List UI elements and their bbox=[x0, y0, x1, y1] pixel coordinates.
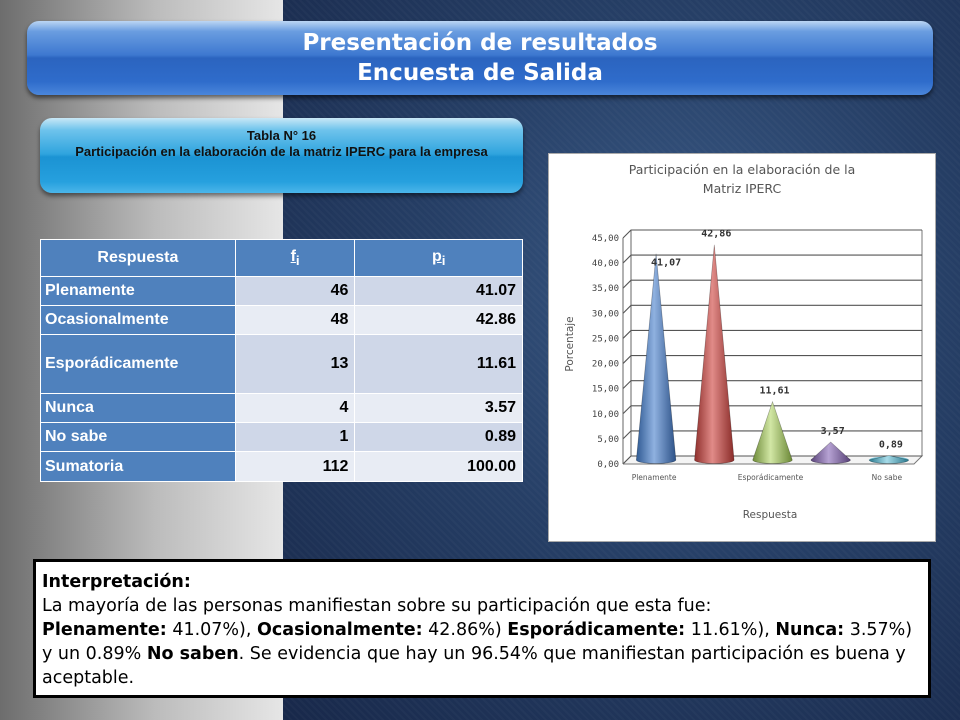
gridline bbox=[622, 405, 922, 415]
row-frequency: 1 bbox=[234, 422, 356, 452]
y-tick-label: 30,00 bbox=[592, 309, 619, 319]
row-label: Sumatoria bbox=[40, 451, 236, 482]
y-tick-label: 35,00 bbox=[592, 284, 619, 294]
term-esporadicamente: Esporádicamente: bbox=[507, 620, 686, 640]
gridline bbox=[622, 430, 922, 440]
cone-bar bbox=[694, 244, 735, 464]
title-banner: Presentación de resultados Encuesta de S… bbox=[27, 21, 933, 95]
gridline bbox=[622, 355, 922, 364]
x-tick-label: Esporádicamente bbox=[738, 473, 804, 482]
row-label: Plenamente bbox=[40, 276, 236, 306]
header-percentage: pi bbox=[354, 239, 523, 277]
cone-bar bbox=[810, 441, 851, 464]
table-row: Nunca 4 3.57 bbox=[40, 393, 523, 423]
row-frequency: 112 bbox=[234, 451, 356, 482]
page-subtitle: Encuesta de Salida bbox=[357, 60, 603, 86]
cone-body bbox=[810, 441, 851, 464]
interpretation-heading: Interpretación: bbox=[42, 572, 191, 592]
y-tick-label: 45,00 bbox=[592, 234, 619, 244]
value-esporadicamente: 11.61%), bbox=[685, 620, 776, 640]
header-f-label: f bbox=[290, 247, 296, 265]
row-frequency: 48 bbox=[234, 305, 356, 335]
y-tick-label: 20,00 bbox=[592, 360, 619, 370]
cone-body bbox=[752, 400, 793, 464]
header-respuesta: Respuesta bbox=[40, 239, 236, 277]
row-percentage: 0.89 bbox=[354, 422, 523, 452]
chart-panel: Participación en la elaboración de la Ma… bbox=[548, 153, 936, 542]
y-tick-label: 40,00 bbox=[592, 259, 619, 269]
table-row: Esporádicamente 13 11.61 bbox=[40, 334, 523, 394]
y-tick-label: 25,00 bbox=[592, 334, 619, 344]
interpretation-text-intro: La mayoría de las personas manifiestan s… bbox=[42, 596, 712, 616]
data-label: 41,07 bbox=[651, 258, 681, 269]
row-percentage: 3.57 bbox=[354, 393, 523, 423]
row-percentage: 100.00 bbox=[354, 451, 523, 482]
row-percentage: 42.86 bbox=[354, 305, 523, 335]
term-plenamente: Plenamente: bbox=[42, 620, 167, 640]
gridline bbox=[622, 329, 922, 339]
gridline bbox=[622, 254, 922, 264]
row-label: Esporádicamente bbox=[40, 334, 236, 394]
table-header-row: Respuesta fi pi bbox=[40, 239, 523, 277]
row-percentage: 41.07 bbox=[354, 276, 523, 306]
term-no-saben: No saben bbox=[146, 644, 239, 664]
table-row: Plenamente 46 41.07 bbox=[40, 276, 523, 306]
cone-bar bbox=[868, 455, 909, 464]
y-tick-label: 15,00 bbox=[592, 385, 619, 395]
row-frequency: 13 bbox=[234, 334, 356, 394]
x-tick-label: No sabe bbox=[872, 473, 903, 482]
term-ocasionalmente: Ocasionalmente: bbox=[257, 620, 423, 640]
interpretation-text-body: Plenamente: 41.07%), Ocasionalmente: 42.… bbox=[42, 618, 922, 690]
data-label: 3,57 bbox=[821, 426, 845, 437]
value-nunca: 3.57%) y un 0.89% bbox=[42, 620, 913, 664]
row-frequency: 46 bbox=[234, 276, 356, 306]
chart-wall-edge bbox=[622, 230, 632, 465]
table-row-total: Sumatoria 112 100.00 bbox=[40, 451, 523, 482]
row-label: Ocasionalmente bbox=[40, 305, 236, 335]
table-caption-banner: Tabla N° 16 Participación en la elaborac… bbox=[40, 118, 523, 193]
table-caption: Participación en la elaboración de la ma… bbox=[75, 144, 488, 159]
header-frequency: fi bbox=[234, 239, 356, 277]
value-plenamente: 41.07%), bbox=[166, 620, 258, 640]
data-label: 42,86 bbox=[701, 229, 731, 240]
table-number: Tabla N° 16 bbox=[246, 128, 317, 143]
interpretation-box: Interpretación: La mayoría de las person… bbox=[33, 559, 931, 698]
header-p-subscript: i bbox=[441, 253, 446, 269]
chart-title-line1: Participación en la elaboración de la bbox=[629, 162, 856, 177]
header-p-label: p bbox=[431, 247, 442, 265]
cone-bar bbox=[636, 253, 677, 464]
data-label: 11,61 bbox=[759, 386, 789, 397]
row-label: No sabe bbox=[40, 422, 236, 452]
y-axis-label: Porcentaje bbox=[564, 316, 576, 371]
x-axis-label: Respuesta bbox=[743, 509, 798, 521]
data-label: 0,89 bbox=[879, 440, 903, 451]
term-nunca: Nunca: bbox=[775, 620, 845, 640]
y-tick-label: 5,00 bbox=[597, 435, 619, 445]
interpretation-conclusion: . Se evidencia que hay un 96.54% que man… bbox=[42, 644, 906, 688]
chart-title-line2: Matriz IPERC bbox=[703, 181, 782, 196]
page-title: Presentación de resultados bbox=[302, 30, 658, 56]
table-row: Ocasionalmente 48 42.86 bbox=[40, 305, 523, 335]
y-tick-label: 0,00 bbox=[597, 460, 619, 470]
cone-bar bbox=[752, 400, 793, 464]
cone-body bbox=[868, 455, 909, 464]
cone-body bbox=[694, 244, 735, 464]
header-f-subscript: i bbox=[295, 253, 300, 269]
gridline bbox=[622, 229, 922, 239]
gridline bbox=[622, 304, 922, 314]
row-frequency: 4 bbox=[234, 393, 356, 423]
results-table: Respuesta fi pi Plenamente 46 41.07 Ocas… bbox=[40, 239, 523, 482]
gridline bbox=[622, 279, 922, 289]
x-tick-label: Plenamente bbox=[632, 473, 677, 482]
gridline bbox=[622, 380, 922, 390]
y-tick-label: 10,00 bbox=[592, 410, 619, 420]
cone-bar-chart: Participación en la elaboración de la Ma… bbox=[564, 162, 924, 521]
row-label: Nunca bbox=[40, 393, 236, 423]
value-ocasionalmente: 42.86%) bbox=[422, 620, 508, 640]
table-row: No sabe 1 0.89 bbox=[40, 422, 523, 452]
cone-body bbox=[636, 253, 677, 464]
row-percentage: 11.61 bbox=[354, 334, 523, 394]
